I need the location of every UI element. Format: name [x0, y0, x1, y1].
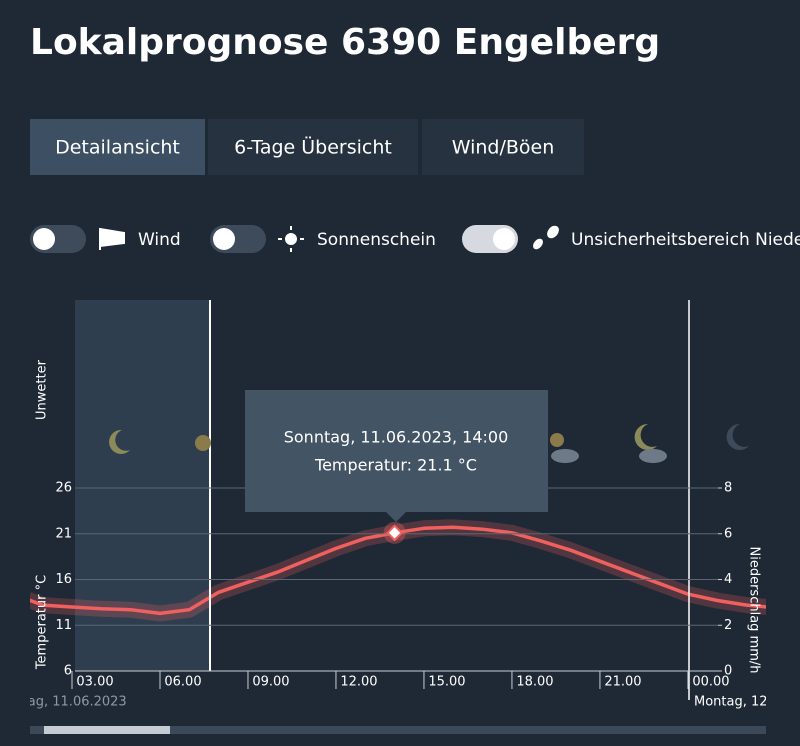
toggle-label[interactable]: Unsicherheitsbereich Niederschlag [571, 230, 800, 250]
toggle-label[interactable]: Sonnenschein [317, 230, 436, 250]
hover-marker [386, 524, 404, 542]
y-tick-label: 11 [55, 618, 72, 633]
scrollbar-track[interactable] [30, 726, 766, 734]
x-tick-label: 00.00 [692, 675, 729, 690]
y-tick-label: 6 [64, 664, 72, 679]
toggle-knob[interactable] [33, 228, 55, 250]
rain-icon [533, 225, 559, 250]
day-label: Montag, 12.06.2023 [694, 695, 800, 710]
tab[interactable] [422, 119, 584, 175]
toggle-knob[interactable] [493, 228, 515, 250]
y2-axis-title: Niederschlag mm/h [747, 547, 762, 674]
x-tick-label: 09.00 [252, 675, 289, 690]
scrollbar-thumb[interactable] [44, 726, 170, 734]
tooltip-text: Temperatur: 21.1 °C [314, 456, 477, 475]
wind-icon [99, 227, 125, 250]
x-tick-label: 18.00 [516, 675, 553, 690]
page-title: Lokalprognose 6390 Engelberg [30, 22, 660, 63]
tab-label[interactable]: Detailansicht [55, 137, 180, 159]
x-tick-label: 21.00 [604, 675, 641, 690]
sun-icon [278, 226, 304, 252]
y-axis-title: Temperatur °C [35, 575, 50, 670]
tab-label[interactable]: Wind/Böen [452, 137, 555, 159]
x-tick-label: 06.00 [164, 675, 201, 690]
tab[interactable] [30, 119, 205, 175]
toggle-label[interactable]: Wind [138, 230, 181, 250]
y-tick-label: 16 [55, 572, 72, 587]
weather-icons [109, 423, 749, 463]
y2-tick-label: 4 [724, 572, 732, 587]
y2-tick-label: 6 [724, 526, 732, 541]
x-tick-label: 12.00 [340, 675, 377, 690]
x-tick-label: 03.00 [76, 675, 113, 690]
toggle-knob[interactable] [213, 228, 235, 250]
y2-tick-label: 8 [724, 481, 732, 496]
tooltip-box [245, 390, 548, 522]
x-tick-label: 15.00 [428, 675, 465, 690]
tab-label[interactable]: 6-Tage Übersicht [234, 136, 392, 159]
y-tick-label: 26 [55, 481, 72, 496]
y2-tick-label: 2 [724, 618, 732, 633]
band-label: Unwetter [35, 359, 50, 420]
tab[interactable] [208, 119, 418, 175]
day-label: Sonntag, 11.06.2023 [0, 695, 127, 710]
day-labels: Sonntag, 11.06.2023 Montag, 12.06.2023 [0, 695, 800, 710]
y-tick-label: 21 [55, 526, 72, 541]
tooltip-title: Sonntag, 11.06.2023, 14:00 [284, 428, 509, 447]
y2-tick-label: 0 [724, 664, 732, 679]
